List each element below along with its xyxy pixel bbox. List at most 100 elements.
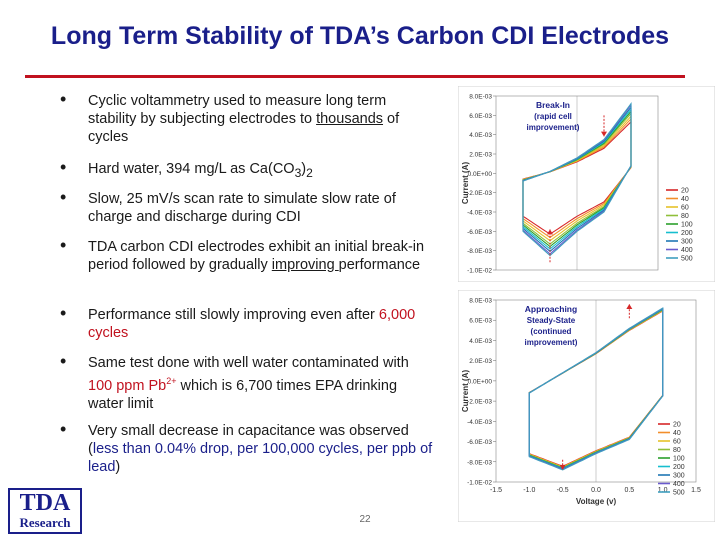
bullet-text-underlined: improving	[271, 257, 339, 273]
cv-chart-break-in: 8.0E-03 6.0E-03 4.0E-03 2.0E-03 0.0E+00 -2.0E…	[458, 86, 715, 282]
y-tick-label: -2.0E-03	[467, 399, 492, 406]
plot-steady-state: 8.0E-03 6.0E-03 4.0E-03 2.0E-03 0.0E+00 -2.0E…	[458, 290, 715, 522]
y-tick-label: 6.0E-03	[469, 113, 492, 120]
bullet-item: Hard water, 394 mg/L as Ca(CO3)2	[60, 158, 433, 182]
plot-break-in: 8.0E-03 6.0E-03 4.0E-03 2.0E-03 0.0E+00 -2.0E…	[458, 86, 715, 282]
bullet-text: which is 6,700 times EPA drinking water …	[88, 377, 398, 412]
logo-subtext: Research	[19, 515, 71, 530]
legend-label: 300	[681, 239, 693, 246]
bullet-text: Cyclic voltammetry used to measure long …	[88, 93, 387, 127]
bullet-item: TDA carbon CDI electrodes exhibit an ini…	[60, 236, 433, 274]
legend-label: 80	[681, 213, 689, 220]
slide-title: Long Term Stability of TDA’s Carbon CDI …	[50, 22, 670, 50]
y-tick-label: 2.0E-03	[469, 152, 492, 159]
x-axis-label: Voltage (v)	[576, 497, 617, 506]
plot-background	[458, 290, 715, 522]
highlight-blue: less than 0.04% drop, per 100,000 cycles…	[88, 441, 433, 475]
trend-arrow-head	[601, 131, 607, 137]
bullet-text: )	[301, 161, 307, 177]
legend-label: 20	[673, 422, 681, 429]
y-tick-label: 8.0E-03	[469, 298, 492, 305]
legend-label: 400	[681, 247, 693, 254]
bullet-text: )	[115, 459, 121, 475]
legend-label: 20	[681, 188, 689, 195]
legend-label: 500	[681, 256, 693, 263]
chart-annotation-line: improvement)	[527, 123, 580, 132]
legend-label: 100	[673, 456, 685, 463]
cv-series-500	[528, 307, 664, 471]
x-tick-label: 0.0	[591, 487, 601, 494]
legend-label: 100	[681, 222, 693, 229]
y-axis-label: Current (A)	[461, 162, 470, 205]
y-tick-label: -1.0E-02	[467, 268, 492, 275]
cv-chart-steady-state: 8.0E-03 6.0E-03 4.0E-03 2.0E-03 0.0E+00 -2.0E…	[458, 290, 715, 522]
y-tick-label: -6.0E-03	[467, 439, 492, 446]
subscript: 3	[294, 165, 302, 180]
legend-label: 500	[673, 490, 685, 497]
chart-annotation-line: Steady-State	[527, 316, 576, 325]
legend-label: 80	[673, 447, 681, 454]
bullet-text: Performance still slowly improving even …	[88, 307, 379, 323]
y-tick-label: -4.0E-03	[467, 210, 492, 217]
bullet-text: Very small decrease in capacitance was o…	[88, 423, 409, 457]
bullet-text: Slow, 25 mV/s scan rate to simulate slow…	[88, 191, 396, 225]
x-tick-label: -1.0	[523, 487, 535, 494]
y-tick-label: 0.0E+00	[468, 171, 493, 178]
y-tick-label: -1.0E-02	[467, 480, 492, 487]
x-tick-label: 1.5	[691, 487, 701, 494]
legend-label: 400	[673, 481, 685, 488]
bullet-item: Slow, 25 mV/s scan rate to simulate slow…	[60, 188, 433, 226]
chart-annotation-line: Break-In	[536, 100, 570, 110]
bullet-text: performance	[338, 257, 421, 273]
x-tick-label: 1.0	[658, 487, 668, 494]
y-tick-label: -8.0E-03	[467, 248, 492, 255]
chart-annotation-line: (continued	[531, 327, 572, 336]
x-tick-label: -0.5	[557, 487, 569, 494]
legend-label: 40	[673, 430, 681, 437]
chart-annotation-line: (rapid cell	[534, 112, 572, 121]
highlight-red: 100 ppm Pb	[88, 377, 167, 394]
y-tick-label: 8.0E-03	[469, 94, 492, 101]
subscript: 2	[306, 165, 313, 180]
y-tick-label: -2.0E-03	[467, 190, 492, 197]
bullet-text: Hard water, 394 mg/L as Ca(CO	[88, 161, 295, 177]
legend-label: 60	[681, 205, 689, 212]
y-tick-label: -8.0E-03	[467, 459, 492, 466]
bullet-text: Same test done with well water contamina…	[88, 355, 409, 371]
page-number: 22	[359, 514, 371, 525]
legend-label: 300	[673, 473, 685, 480]
bullet-text: of cycles	[88, 111, 400, 145]
y-tick-label: 4.0E-03	[469, 132, 492, 139]
cv-series-500	[522, 102, 632, 257]
chart-annotation-line: improvement)	[525, 338, 578, 347]
y-axis-label: Current (A)	[461, 370, 470, 413]
bullet-item: Cyclic voltammetry used to measure long …	[60, 90, 433, 146]
bullet-text: TDA carbon CDI electrodes exhibit an ini…	[88, 239, 425, 273]
y-tick-label: 4.0E-03	[469, 338, 492, 345]
trend-arrow-head	[559, 464, 566, 470]
legend-label: 200	[673, 464, 685, 471]
trend-arrow-head	[626, 304, 633, 310]
superscript: 2+	[166, 376, 177, 386]
legend-label: 200	[681, 230, 693, 237]
x-tick-label: 0.5	[624, 487, 634, 494]
y-tick-label: 0.0E+00	[468, 378, 493, 385]
y-tick-label: 6.0E-03	[469, 318, 492, 325]
bullet-item: Very small decrease in capacitance was o…	[60, 420, 433, 476]
plot-background	[458, 86, 715, 282]
x-tick-label: -1.5	[490, 487, 502, 494]
chart-annotation-line: Approaching	[525, 304, 577, 314]
logo-text: TDA	[19, 490, 71, 516]
bullet-item: Performance still slowly improving even …	[60, 304, 433, 342]
y-tick-label: 2.0E-03	[469, 358, 492, 365]
highlight-red: 6,000 cycles	[88, 307, 416, 341]
bullet-text-underlined: thousands	[316, 111, 384, 127]
trend-arrow-head	[547, 229, 553, 235]
legend-label: 60	[673, 439, 681, 446]
title-divider	[25, 75, 685, 78]
bullet-item: Same test done with well water contamina…	[60, 352, 433, 413]
y-tick-label: -4.0E-03	[467, 419, 492, 426]
y-tick-label: -6.0E-03	[467, 229, 492, 236]
legend-label: 40	[681, 196, 689, 203]
tda-logo: TDA Research	[8, 488, 82, 534]
